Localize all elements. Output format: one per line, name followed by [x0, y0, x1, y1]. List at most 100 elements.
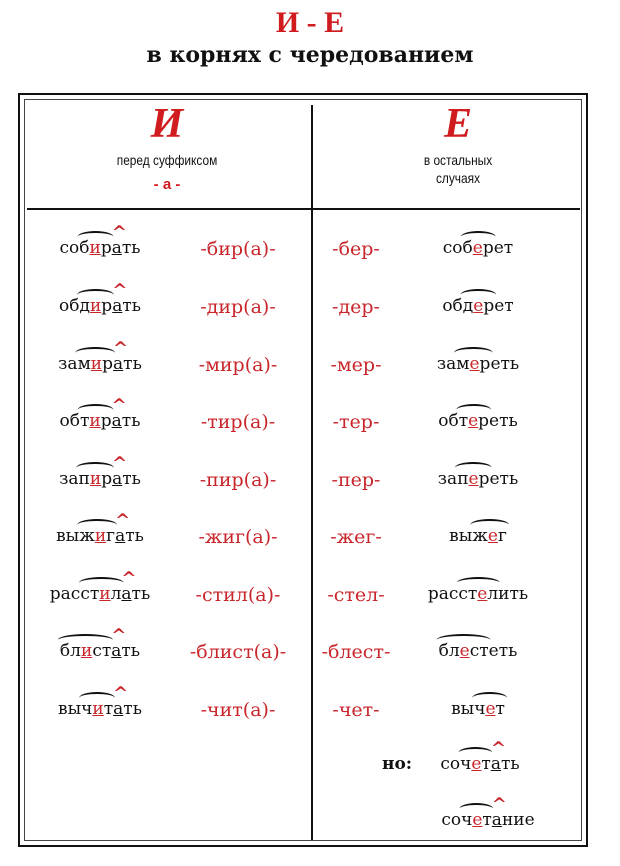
e-word: замереть	[436, 347, 519, 374]
root-part: д	[79, 296, 90, 316]
word-ending: ть	[500, 754, 520, 774]
e-root: -жег-	[330, 526, 382, 548]
i-root: -бир(а)-	[200, 238, 276, 260]
column-e-desc-line1: в остальных	[423, 152, 493, 168]
root-part: бл	[438, 641, 460, 661]
alternating-vowel: и	[89, 411, 101, 431]
word-ending: ть	[122, 296, 141, 316]
word-prefix: рас	[427, 584, 459, 604]
word-root: стел	[456, 577, 500, 604]
word-root: блест	[436, 634, 491, 661]
word-ending: еть	[488, 641, 518, 661]
word-ending: ть	[121, 411, 141, 431]
root-part: р	[100, 411, 112, 431]
root-part: т	[495, 699, 505, 719]
e-word: обтереть	[438, 404, 518, 431]
root-part: ч	[81, 699, 93, 719]
alternating-vowel: и	[80, 641, 93, 661]
word-ending: ет	[493, 238, 514, 258]
e-root: -блест-	[321, 641, 391, 663]
e-root: -пер-	[331, 469, 381, 491]
root-part: л	[110, 584, 122, 604]
alternating-vowel: и	[89, 296, 102, 316]
root-part: г	[497, 526, 507, 546]
word-prefix: со	[440, 754, 461, 774]
exception-row: но: сочетать	[0, 738, 620, 784]
word-root: бир	[77, 231, 115, 258]
alternating-vowel: е	[468, 411, 479, 431]
word-prefix: со	[442, 238, 463, 258]
i-root: -пир(а)-	[199, 469, 277, 491]
root-part: м	[456, 354, 470, 374]
e-root: -мер-	[330, 354, 382, 376]
root-part: т	[481, 754, 491, 774]
root-part: ст	[92, 641, 112, 661]
alternating-vowel: и	[99, 584, 111, 604]
exception-row: сочетание	[0, 794, 620, 840]
alternating-vowel: и	[89, 469, 102, 489]
word-prefix: за	[59, 469, 79, 489]
table-row: обтирать-тир(а)--тер-обтереть	[0, 395, 620, 441]
word-root: блист	[57, 634, 114, 661]
table-row: запирать-пир(а)--пер-запереть	[0, 453, 620, 499]
word-prefix: об	[442, 296, 463, 316]
root-part: ст	[469, 641, 489, 661]
alternating-vowel: е	[471, 754, 482, 774]
word-ending: ние	[501, 810, 535, 830]
column-i-suffix: - а -	[153, 176, 181, 193]
word-ending: еть	[489, 411, 518, 431]
root-part: ч	[460, 754, 472, 774]
word-ending: ет	[494, 296, 514, 316]
root-part: р	[102, 354, 114, 374]
root-part: бл	[59, 641, 81, 661]
root-part: ж	[79, 526, 95, 546]
root-part: г	[106, 526, 116, 546]
column-e-letter: Е	[443, 101, 472, 147]
i-word: выжигать	[56, 510, 144, 546]
word-ending: ть	[121, 238, 141, 258]
i-root: -жиг(а)-	[198, 526, 278, 548]
word-prefix: за	[437, 469, 458, 489]
root-part: ч	[461, 810, 473, 830]
root-part: р	[101, 469, 113, 489]
word-root: мер	[454, 347, 493, 374]
alternating-vowel: е	[477, 584, 488, 604]
word-root: чет	[472, 692, 507, 719]
column-i-letter: И	[150, 101, 184, 147]
alternating-vowel: и	[92, 699, 104, 719]
table-row: расстилать-стил(а)--стел-расстелить	[0, 568, 620, 614]
root-part: р	[478, 469, 490, 489]
i-root: -тир(а)-	[200, 411, 276, 433]
suffix-a: а	[113, 338, 123, 374]
suffix-a: а	[112, 453, 122, 489]
root-part: р	[100, 238, 112, 258]
word-prefix: об	[59, 411, 81, 431]
i-word: замирать	[58, 338, 142, 374]
i-word: обдирать	[59, 280, 141, 316]
suffix-a: а	[112, 222, 122, 258]
word-prefix: вы	[58, 699, 82, 719]
column-i-desc: перед суффиксом	[116, 152, 218, 168]
exception-label: но:	[382, 754, 413, 774]
suffix-a: а	[113, 683, 123, 719]
subtitle: в корнях с чередованием	[146, 42, 474, 68]
table-row: замирать-мир(а)--мер-замереть	[0, 338, 620, 384]
header-divider	[27, 208, 580, 210]
root-part: т	[482, 810, 492, 830]
word-root: чит	[79, 692, 116, 719]
table-row: выжигать-жиг(а)--жег-выжег	[0, 510, 620, 556]
e-root: -дер-	[332, 296, 380, 318]
exception-word: сочетать	[440, 738, 520, 774]
e-word: вычет	[451, 692, 507, 719]
word-prefix: за	[436, 354, 457, 374]
suffix-a: а	[491, 738, 501, 774]
root-part: п	[78, 469, 90, 489]
i-word: собирать	[59, 222, 141, 258]
e-word: обдерет	[442, 289, 514, 316]
e-root: -бер-	[332, 238, 380, 260]
column-e-desc-line2: случаях	[435, 170, 481, 186]
root-part: ж	[472, 526, 488, 546]
root-part: д	[462, 296, 474, 316]
alternating-vowel: е	[469, 354, 480, 374]
word-root: чет	[458, 747, 493, 774]
